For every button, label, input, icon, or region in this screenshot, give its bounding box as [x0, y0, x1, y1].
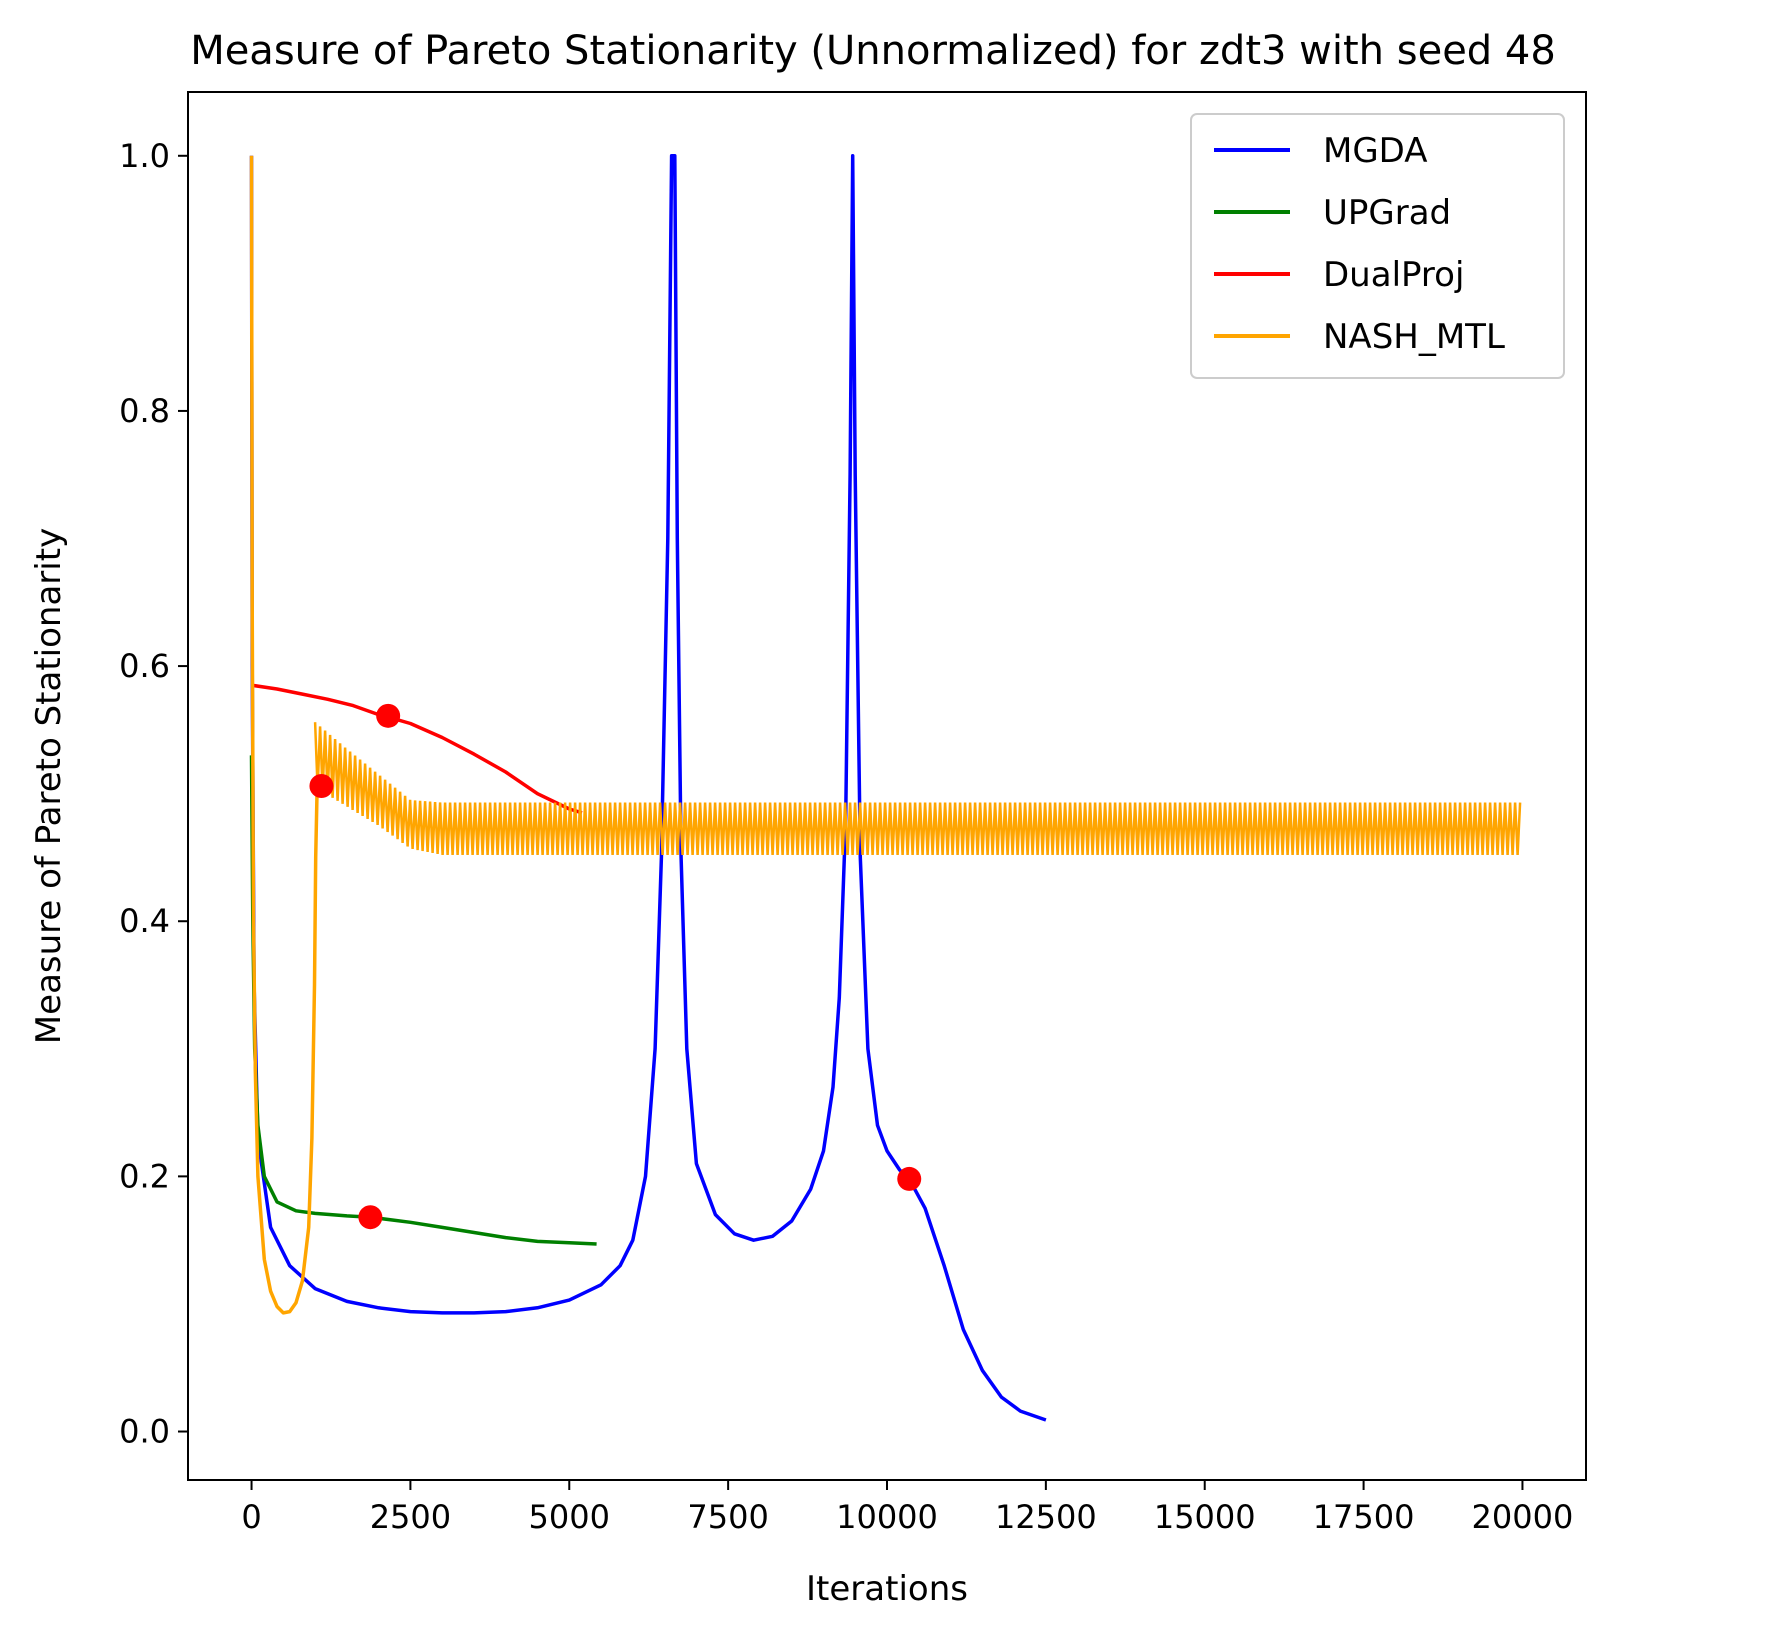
legend-label-upgrad: UPGrad: [1323, 193, 1451, 233]
legend: MGDA UPGrad DualProj NASH_MTL: [1190, 113, 1565, 379]
x-tick-label: 15000: [1154, 1498, 1256, 1536]
legend-label-nash-mtl: NASH_MTL: [1323, 317, 1505, 357]
legend-box: [1190, 113, 1565, 379]
y-tick-label: 0.0: [119, 1413, 170, 1451]
marker-point: [358, 1205, 383, 1230]
y-tick-label: 0.2: [119, 1157, 170, 1195]
x-tick-label: 10000: [836, 1498, 938, 1536]
x-tick-label: 17500: [1313, 1498, 1415, 1536]
marker-point: [897, 1166, 922, 1191]
marker-layer: [309, 703, 922, 1230]
series-oscillation-nash-mtl: [313, 722, 1522, 855]
x-tick-label: 7500: [687, 1498, 768, 1536]
x-axis: 0 2500 5000 7500 10000 12500 15000 17500 20000: [241, 1480, 1573, 1536]
x-axis-title: Iterations: [806, 1569, 968, 1609]
y-tick-label: 1.0: [119, 137, 170, 175]
marker-point: [376, 703, 401, 728]
legend-entries: MGDA UPGrad DualProj NASH_MTL: [1214, 131, 1505, 357]
y-tick-label: 0.6: [119, 647, 170, 685]
x-tick-label: 12500: [995, 1498, 1097, 1536]
y-tick-label: 0.4: [119, 902, 170, 940]
legend-label-dualproj: DualProj: [1323, 255, 1464, 295]
x-tick-label: 20000: [1472, 1498, 1574, 1536]
x-tick-label: 5000: [529, 1498, 610, 1536]
legend-label-mgda: MGDA: [1323, 131, 1428, 171]
series-line-nash-mtl: [249, 155, 321, 1315]
marker-point: [309, 774, 334, 798]
x-tick-label: 0: [241, 1498, 261, 1536]
y-tick-label: 0.8: [119, 392, 170, 430]
x-tick-label: 2500: [370, 1498, 451, 1536]
y-axis: 0.0 0.2 0.4 0.6 0.8 1.0: [119, 137, 188, 1451]
series-line-mgda: [249, 154, 1047, 1422]
y-axis-title: Measure of Pareto Stationarity: [29, 528, 69, 1044]
chart-title: Measure of Pareto Stationarity (Unnormal…: [190, 28, 1556, 74]
